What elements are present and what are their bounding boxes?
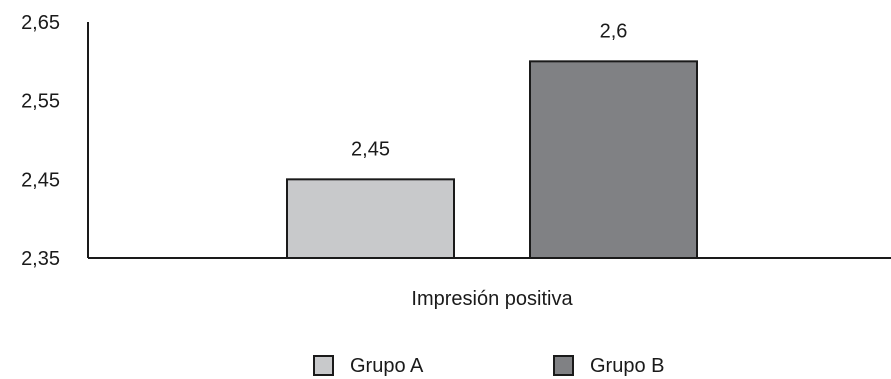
y-axis-ticks: 2,35 2,45 2,55 2,65 xyxy=(21,12,60,270)
bar-grupo-a xyxy=(286,178,455,259)
legend-item: Grupo B xyxy=(553,355,664,377)
y-tick-label: 2,45 xyxy=(21,169,60,191)
legend: Grupo A Grupo B xyxy=(313,355,664,377)
y-tick-label: 2,35 xyxy=(21,248,60,270)
legend-item: Grupo A xyxy=(313,355,424,377)
legend-label: Grupo B xyxy=(590,355,664,377)
bars xyxy=(286,60,698,260)
data-label: 2,6 xyxy=(600,20,628,42)
category-label: Impresión positiva xyxy=(411,288,573,310)
data-label: 2,45 xyxy=(351,138,390,160)
legend-swatch xyxy=(553,355,574,376)
legend-swatch xyxy=(313,355,334,376)
legend-label: Grupo A xyxy=(350,355,424,377)
y-tick-label: 2,55 xyxy=(21,91,60,113)
y-tick-label: 2,65 xyxy=(21,12,60,34)
bar-grupo-b xyxy=(529,60,698,260)
data-labels: 2,45 2,6 xyxy=(351,20,627,160)
